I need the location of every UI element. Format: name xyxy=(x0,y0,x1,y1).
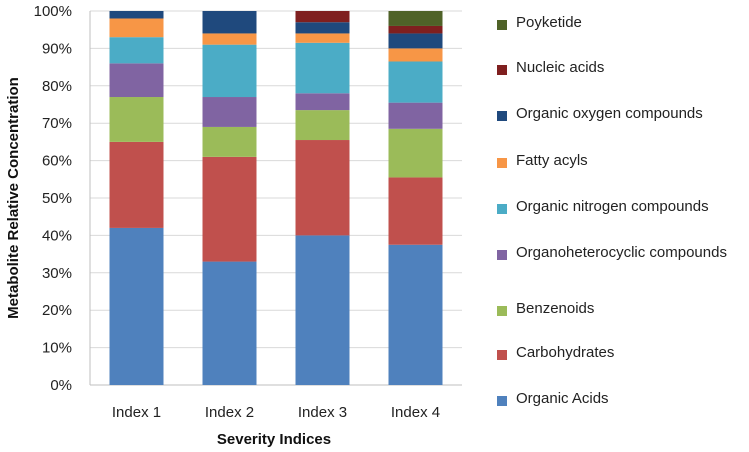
bars xyxy=(109,11,443,385)
y-tick-label: 40% xyxy=(42,227,72,244)
bar-segment xyxy=(388,102,443,129)
legend-label: Poyketide xyxy=(516,14,582,31)
bar-segment xyxy=(388,11,443,26)
bar-segment xyxy=(109,37,164,64)
bar-segment xyxy=(202,33,257,45)
legend-swatch xyxy=(497,111,507,121)
legend-label: Fatty acyls xyxy=(516,152,588,169)
y-tick-label: 10% xyxy=(42,340,72,357)
bar-segment xyxy=(109,18,164,38)
x-tick-label: Index 1 xyxy=(112,404,161,421)
bar-segment xyxy=(295,11,350,23)
y-tick-label: 20% xyxy=(42,302,72,319)
y-tick-label: 30% xyxy=(42,265,72,282)
legend-swatch xyxy=(497,65,507,75)
bar-segment xyxy=(202,261,257,385)
legend-swatch xyxy=(497,204,507,214)
bar-segment xyxy=(109,11,164,19)
bar-segment xyxy=(295,33,350,43)
x-tick-label: Index 4 xyxy=(391,404,440,421)
legend-swatch xyxy=(497,158,507,168)
legend-item: Organic Acids xyxy=(497,390,749,410)
x-tick-label: Index 2 xyxy=(205,404,254,421)
y-axis-title: Metabolite Relative Concentration xyxy=(5,77,22,319)
legend-label: Organic nitrogen compounds xyxy=(516,198,709,215)
legend-label: Organic oxygen compounds xyxy=(516,105,703,122)
bar-segment xyxy=(388,128,443,178)
y-tick-label: 80% xyxy=(42,78,72,95)
legend-item: Carbohydrates xyxy=(497,344,749,364)
legend-swatch xyxy=(497,396,507,406)
bar-segment xyxy=(295,93,350,111)
y-tick-label: 60% xyxy=(42,153,72,170)
x-axis-title: Severity Indices xyxy=(217,431,331,448)
bar-segment xyxy=(388,25,443,34)
bar-segment xyxy=(295,22,350,34)
x-axis-ticks: Index 1 Index 2 Index 3 Index 4 xyxy=(112,404,440,421)
legend-swatch xyxy=(497,350,507,360)
y-tick-label: 0% xyxy=(50,377,72,394)
legend-item: Poyketide xyxy=(497,14,749,34)
legend-label: Organic Acids xyxy=(516,390,609,407)
legend-item: Organoheterocyclic compounds xyxy=(497,244,749,264)
bar-segment xyxy=(109,97,164,142)
x-tick-label: Index 3 xyxy=(298,404,347,421)
y-tick-label: 100% xyxy=(34,3,72,20)
bar-segment xyxy=(109,141,164,228)
legend-swatch xyxy=(497,306,507,316)
bar-segment xyxy=(109,63,164,98)
legend-label: Nucleic acids xyxy=(516,59,605,76)
y-tick-label: 70% xyxy=(42,115,72,132)
legend-item: Fatty acyls xyxy=(497,152,749,172)
legend-label: Benzenoids xyxy=(516,300,595,317)
y-tick-label: 90% xyxy=(42,40,72,57)
legend-item: Organic nitrogen compounds xyxy=(497,198,749,218)
bar-segment xyxy=(202,11,257,34)
y-axis-ticks: 0% 10% 20% 30% 40% 50% 60% 70% 80% 90% 100% xyxy=(34,3,72,394)
bar-segment xyxy=(388,177,443,245)
bar-segment xyxy=(202,126,257,157)
legend-swatch xyxy=(497,250,507,260)
bar-segment xyxy=(202,44,257,98)
bar-segment xyxy=(388,244,443,385)
legend-item: Benzenoids xyxy=(497,300,749,320)
bar-segment xyxy=(388,61,443,103)
bar-segment xyxy=(202,97,257,127)
bar-segment xyxy=(109,227,164,385)
legend-label: Carbohydrates xyxy=(516,344,615,361)
bar-segment xyxy=(388,33,443,49)
legend-item: Organic oxygen compounds xyxy=(497,105,749,125)
bar-segment xyxy=(202,156,257,262)
bar-segment xyxy=(295,42,350,94)
y-tick-label: 50% xyxy=(42,190,72,207)
bar-segment xyxy=(295,140,350,236)
bar-segment xyxy=(295,110,350,141)
legend-swatch xyxy=(497,20,507,30)
legend-label: Organoheterocyclic compounds xyxy=(516,244,727,261)
legend-item: Nucleic acids xyxy=(497,59,749,79)
bar-segment xyxy=(295,235,350,385)
bar-segment xyxy=(388,48,443,62)
